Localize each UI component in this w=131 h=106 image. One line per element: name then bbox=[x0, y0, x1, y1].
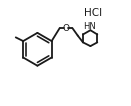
Text: O: O bbox=[62, 24, 70, 33]
Text: HN: HN bbox=[83, 22, 96, 31]
Text: HCl: HCl bbox=[84, 8, 102, 18]
